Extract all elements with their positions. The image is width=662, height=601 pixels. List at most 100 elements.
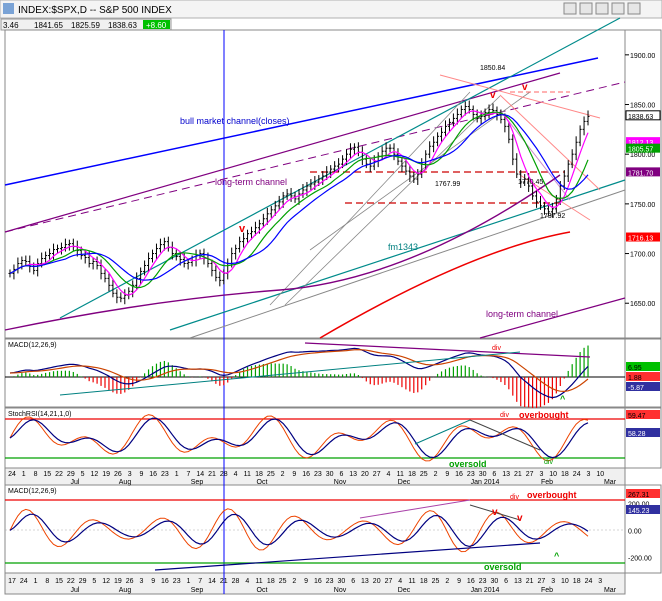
date-tick-label: 24	[8, 471, 16, 478]
date-tick-label: 22	[55, 471, 63, 478]
date-tick-label: 21	[208, 471, 216, 478]
macd2-up-arrow: ^	[554, 551, 560, 561]
date-axis-bottom	[4, 572, 626, 595]
date-tick-label: 24	[20, 578, 28, 585]
date-tick-label: 25	[432, 578, 440, 585]
macd-label-3: -5.87	[628, 385, 644, 392]
macd2-v-mark-1: v	[492, 507, 498, 518]
date-tick-label: 18	[561, 471, 569, 478]
title-bar: INDEX:$SPX,D -- S&P 500 INDEX	[0, 0, 662, 19]
close-icon[interactable]	[627, 2, 641, 15]
restore-icon[interactable]	[579, 2, 593, 15]
month-label: Feb	[541, 479, 553, 486]
stochrsi-teal-line	[414, 419, 471, 445]
date-tick-label: 8	[45, 578, 49, 585]
date-tick-label: 20	[373, 578, 381, 585]
annotation-1850: 1850.84	[480, 65, 505, 72]
date-tick-label: 18	[573, 578, 581, 585]
date-tick-label: 3	[598, 578, 602, 585]
month-label: Feb	[541, 587, 553, 594]
month-label: Jul	[71, 587, 80, 594]
stochrsi-label-1: 59.47	[628, 413, 646, 420]
macd2-overbought-label: overbought	[527, 490, 577, 500]
price-mas	[9, 110, 589, 296]
date-tick-label: 23	[479, 578, 487, 585]
date-tick-label: 16	[314, 578, 322, 585]
lock-icon[interactable]	[563, 2, 577, 15]
macd2-indicator: MACD(12,26,9) div overbought oversold v …	[5, 488, 660, 572]
date-tick-label: 8	[34, 471, 38, 478]
price-annotations: bull market channel (closes) long-term c…	[180, 65, 565, 319]
ma-purple-line	[4, 174, 561, 331]
fan-line-1	[269, 91, 471, 306]
date-tick-label: 2	[292, 578, 296, 585]
macd-title: MACD(12,26,9)	[8, 342, 57, 349]
macd-label-2: 1.88	[628, 375, 642, 382]
v-mark-1: v	[239, 223, 246, 235]
date-tick-label: 16	[161, 578, 169, 585]
date-tick-label: 11	[244, 471, 251, 478]
price-label: 1805.57	[628, 147, 653, 154]
v-mark-3: v	[522, 82, 528, 93]
date-tick-label: 4	[398, 578, 402, 585]
annotation-fm1343: fm1343	[388, 242, 418, 252]
stochrsi-d-line	[9, 417, 589, 459]
macd2-tick-label: 0.00	[628, 528, 642, 535]
annotation-bull-market-channel: bull market channel	[180, 116, 258, 126]
date-tick-label: 11	[408, 578, 415, 585]
date-tick-label: 18	[408, 471, 416, 478]
date-tick-label: 28	[232, 578, 240, 585]
date-tick-label: 9	[304, 578, 308, 585]
macd2-v-mark-2: v	[517, 513, 523, 524]
date-tick-label: 14	[196, 471, 204, 478]
date-tick-label: 7	[198, 578, 202, 585]
date-tick-label: 28	[220, 471, 228, 478]
date-tick-label: 12	[90, 471, 98, 478]
macd2-tick-label: 200.00	[628, 501, 650, 508]
pink-line-2	[499, 94, 601, 191]
annotation-1737: 1737.92	[540, 213, 565, 220]
date-tick-label: 20	[361, 471, 369, 478]
macd2-oversold-label: oversold	[484, 562, 522, 572]
date-tick-label: 16	[455, 471, 463, 478]
date-tick-label: 13	[361, 578, 369, 585]
date-tick-label: 30	[326, 471, 334, 478]
annotation-long-term-channel-2: long-term channel	[486, 309, 558, 319]
date-tick-label: 2	[281, 471, 285, 478]
date-tick-label: 4	[245, 578, 249, 585]
date-tick-label: 21	[526, 578, 534, 585]
date-tick-label: 6	[504, 578, 508, 585]
macd-up-arrow: ^	[560, 394, 566, 404]
long-term-channel-dashed	[4, 81, 626, 233]
price-axis: 1900.00 1850.00 1800.00 1750.00 1700.00 1650.…	[625, 53, 655, 308]
date-tick-label: 23	[467, 471, 475, 478]
date-tick-label: 27	[538, 578, 546, 585]
date-tick-label: 27	[526, 471, 534, 478]
macd-label-1: 6.95	[628, 365, 642, 372]
date-tick-label: 21	[220, 578, 228, 585]
info-change: +8.60	[146, 21, 167, 30]
stochrsi-indicator: StochRSI(14,21,1,0) div overbought overs…	[5, 410, 660, 469]
date-tick-label: 10	[549, 471, 557, 478]
price-label: 1838.63	[628, 114, 653, 121]
date-tick-label: 24	[573, 471, 581, 478]
date-tick-label: 1	[175, 471, 179, 478]
date-tick-label: 25	[279, 578, 287, 585]
date-tick-label: 3	[587, 471, 591, 478]
annotation-closes: (closes)	[258, 116, 290, 126]
date-tick-label: 16	[149, 471, 157, 478]
date-tick-label: 1	[187, 578, 191, 585]
date-tick-label: 3	[128, 471, 132, 478]
minimize-icon[interactable]	[595, 2, 609, 15]
date-tick-label: 5	[92, 578, 96, 585]
date-tick-label: 29	[67, 471, 75, 478]
date-tick-label: 26	[114, 471, 122, 478]
month-label: Jan 2014	[471, 587, 500, 594]
fan-line-2	[284, 95, 501, 306]
window-controls[interactable]	[563, 2, 641, 15]
macd2-tick-label: -200.00	[628, 555, 652, 562]
maximize-icon[interactable]	[611, 2, 625, 15]
date-tick-label: 23	[173, 578, 181, 585]
